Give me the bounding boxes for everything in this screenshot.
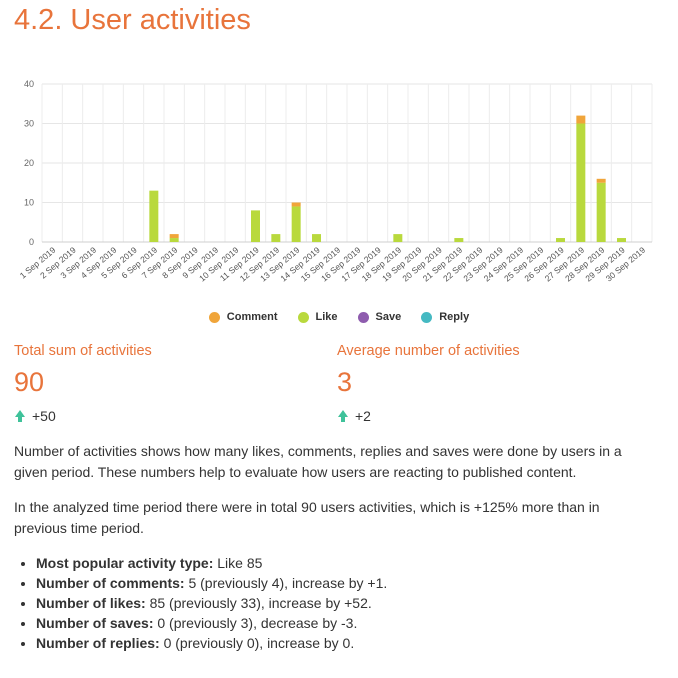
bar-like[interactable] xyxy=(576,123,586,243)
stat-average-activities: Average number of activities 3 +2 xyxy=(337,343,520,424)
legend-label-save: Save xyxy=(375,311,402,323)
bar-like[interactable] xyxy=(454,238,464,242)
list-item-label: Number of likes: xyxy=(36,595,146,611)
stat-average-change-value: +2 xyxy=(355,408,371,424)
legend-item-like[interactable]: Like xyxy=(297,311,338,323)
list-item-text: 0 (previously 0), increase by 0. xyxy=(159,635,355,651)
y-tick-label: 10 xyxy=(24,198,34,208)
chart-grid xyxy=(41,83,653,243)
y-tick-label: 40 xyxy=(24,79,34,89)
legend-label-comment: Comment xyxy=(226,311,278,323)
bar-like[interactable] xyxy=(393,234,403,242)
bar-like[interactable] xyxy=(617,238,626,242)
stat-total-change: +50 xyxy=(14,408,152,424)
stat-total-label: Total sum of activities xyxy=(14,343,152,359)
bar-comment[interactable] xyxy=(291,202,301,207)
bar-like[interactable] xyxy=(251,210,260,242)
up-arrow-icon xyxy=(337,409,349,423)
description-paragraph: Number of activities shows how many like… xyxy=(14,443,622,480)
y-axis-ticks: 0 10 20 30 40 xyxy=(24,79,34,247)
bar-like[interactable] xyxy=(556,238,565,242)
list-item-label: Number of comments: xyxy=(36,575,185,591)
legend-dot-reply xyxy=(421,311,433,323)
up-arrow-icon xyxy=(14,409,26,423)
list-item-text: 5 (previously 4), increase by +1. xyxy=(184,575,388,591)
bar-like[interactable] xyxy=(291,206,301,242)
page-title: 4.2. User activities xyxy=(14,4,251,36)
chart-bars xyxy=(149,115,626,243)
bar-like[interactable] xyxy=(596,182,606,242)
legend-dot-like xyxy=(297,311,309,323)
list-item: Number of likes: 85 (previously 33), inc… xyxy=(36,593,676,613)
stat-total-activities: Total sum of activities 90 +50 xyxy=(14,343,152,424)
list-item-label: Most popular activity type: xyxy=(36,555,214,571)
legend-label-reply: Reply xyxy=(439,311,470,323)
list-item-label: Number of saves: xyxy=(36,615,154,631)
bar-like[interactable] xyxy=(149,190,159,242)
list-item: Most popular activity type: Like 85 xyxy=(36,553,676,573)
y-tick-label: 30 xyxy=(24,119,34,129)
list-item: Number of comments: 5 (previously 4), in… xyxy=(36,573,676,593)
legend-item-reply[interactable]: Reply xyxy=(421,311,469,323)
list-item-text: Like 85 xyxy=(213,555,263,571)
activity-breakdown-list: Most popular activity type: Like 85 Numb… xyxy=(14,553,676,653)
stat-total-value: 90 xyxy=(14,367,45,397)
bar-like[interactable] xyxy=(312,234,321,242)
list-item: Number of saves: 0 (previously 3), decre… xyxy=(36,613,676,633)
list-item: Number of replies: 0 (previously 0), inc… xyxy=(36,633,676,653)
legend-dot-save xyxy=(357,311,369,323)
stat-average-value: 3 xyxy=(337,367,353,397)
bar-comment[interactable] xyxy=(596,178,606,183)
bar-like[interactable] xyxy=(169,238,179,242)
bar-like[interactable] xyxy=(271,234,281,242)
list-item-text: 85 (previously 33), increase by +52. xyxy=(145,595,372,611)
chart-legend: Comment Like Save Reply xyxy=(0,311,678,323)
stat-total-change-value: +50 xyxy=(32,408,56,424)
stat-average-change: +2 xyxy=(337,408,520,424)
bar-comment[interactable] xyxy=(169,234,179,239)
list-item-text: 0 (previously 3), decrease by -3. xyxy=(153,615,358,631)
list-item-label: Number of replies: xyxy=(36,635,160,651)
legend-item-comment[interactable]: Comment xyxy=(208,311,278,323)
bar-comment[interactable] xyxy=(576,115,586,124)
legend-item-save[interactable]: Save xyxy=(357,311,402,323)
y-tick-label: 0 xyxy=(29,237,34,247)
legend-label-like: Like xyxy=(315,311,338,323)
stat-average-label: Average number of activities xyxy=(337,343,520,359)
legend-dot-comment xyxy=(208,311,220,323)
summary-paragraph: In the analyzed time period there were i… xyxy=(14,499,600,536)
y-tick-label: 20 xyxy=(24,158,34,168)
